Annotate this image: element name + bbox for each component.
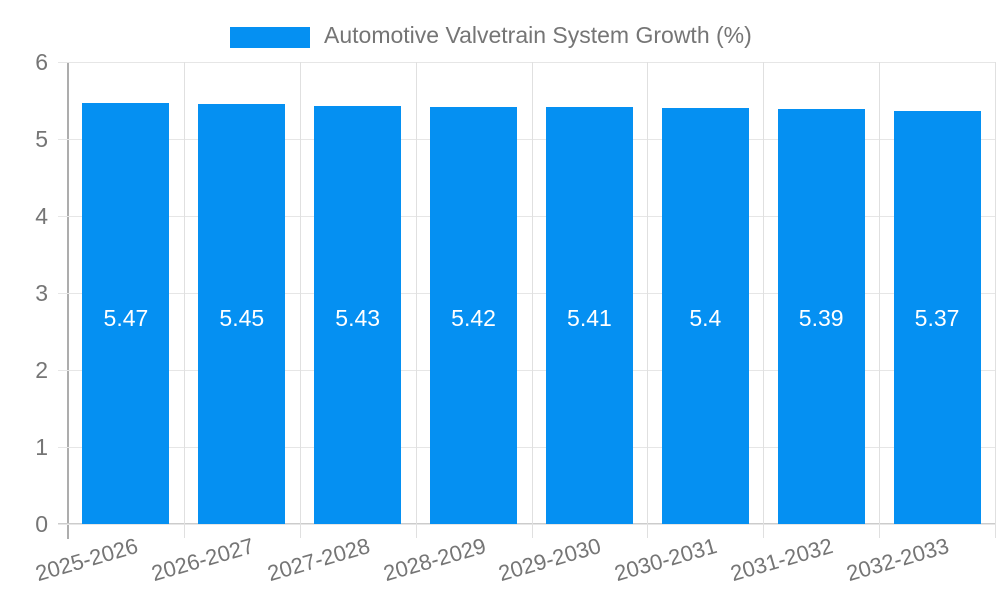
plot-area: 5.47 5.45 5.43 5.42 5.41 5.4 5.39 5.37 [58,62,996,538]
y-tick-label-0: 0 [35,511,48,537]
bar-2032-2033[interactable] [893,110,981,524]
gridline-x-2 [299,62,301,538]
gridline-x-4 [531,62,533,538]
gridline-y-3 [58,293,995,294]
bar-2026-2027[interactable] [198,104,286,524]
x-axis-line [58,523,995,524]
y-tick-label-3: 3 [35,280,48,306]
bar-2031-2032[interactable] [777,108,865,524]
y-tick-label-4: 4 [35,203,48,229]
gridline-x-1 [183,62,185,538]
gridline-x-8 [995,62,996,538]
y-axis-line [67,62,69,539]
bar-2027-2028[interactable] [314,105,402,524]
bar-2028-2029[interactable] [430,106,518,524]
y-tick-label-2: 2 [35,357,48,383]
bar-2030-2031[interactable] [661,108,749,524]
gridline-y-6 [58,62,995,63]
y-tick-label-5: 5 [35,126,48,152]
gridline-y-4 [58,216,995,217]
gridline-x-6 [763,62,765,538]
chart-legend: Automotive Valvetrain System Growth (%) [230,22,752,49]
gridline-x-7 [879,62,881,538]
gridline-y-0 [58,524,995,525]
y-tick-label-1: 1 [35,434,48,460]
bar-2029-2030[interactable] [545,107,633,524]
gridline-x-3 [415,62,417,538]
y-tick-label-6: 6 [35,49,48,75]
legend-swatch-icon [230,26,310,48]
legend-label: Automotive Valvetrain System Growth (%) [324,22,752,48]
bar-2025-2026[interactable] [82,102,170,524]
gridline-y-1 [58,447,995,448]
gridline-y-2 [58,370,995,371]
gridline-x-5 [647,62,649,538]
gridline-y-5 [58,139,995,140]
